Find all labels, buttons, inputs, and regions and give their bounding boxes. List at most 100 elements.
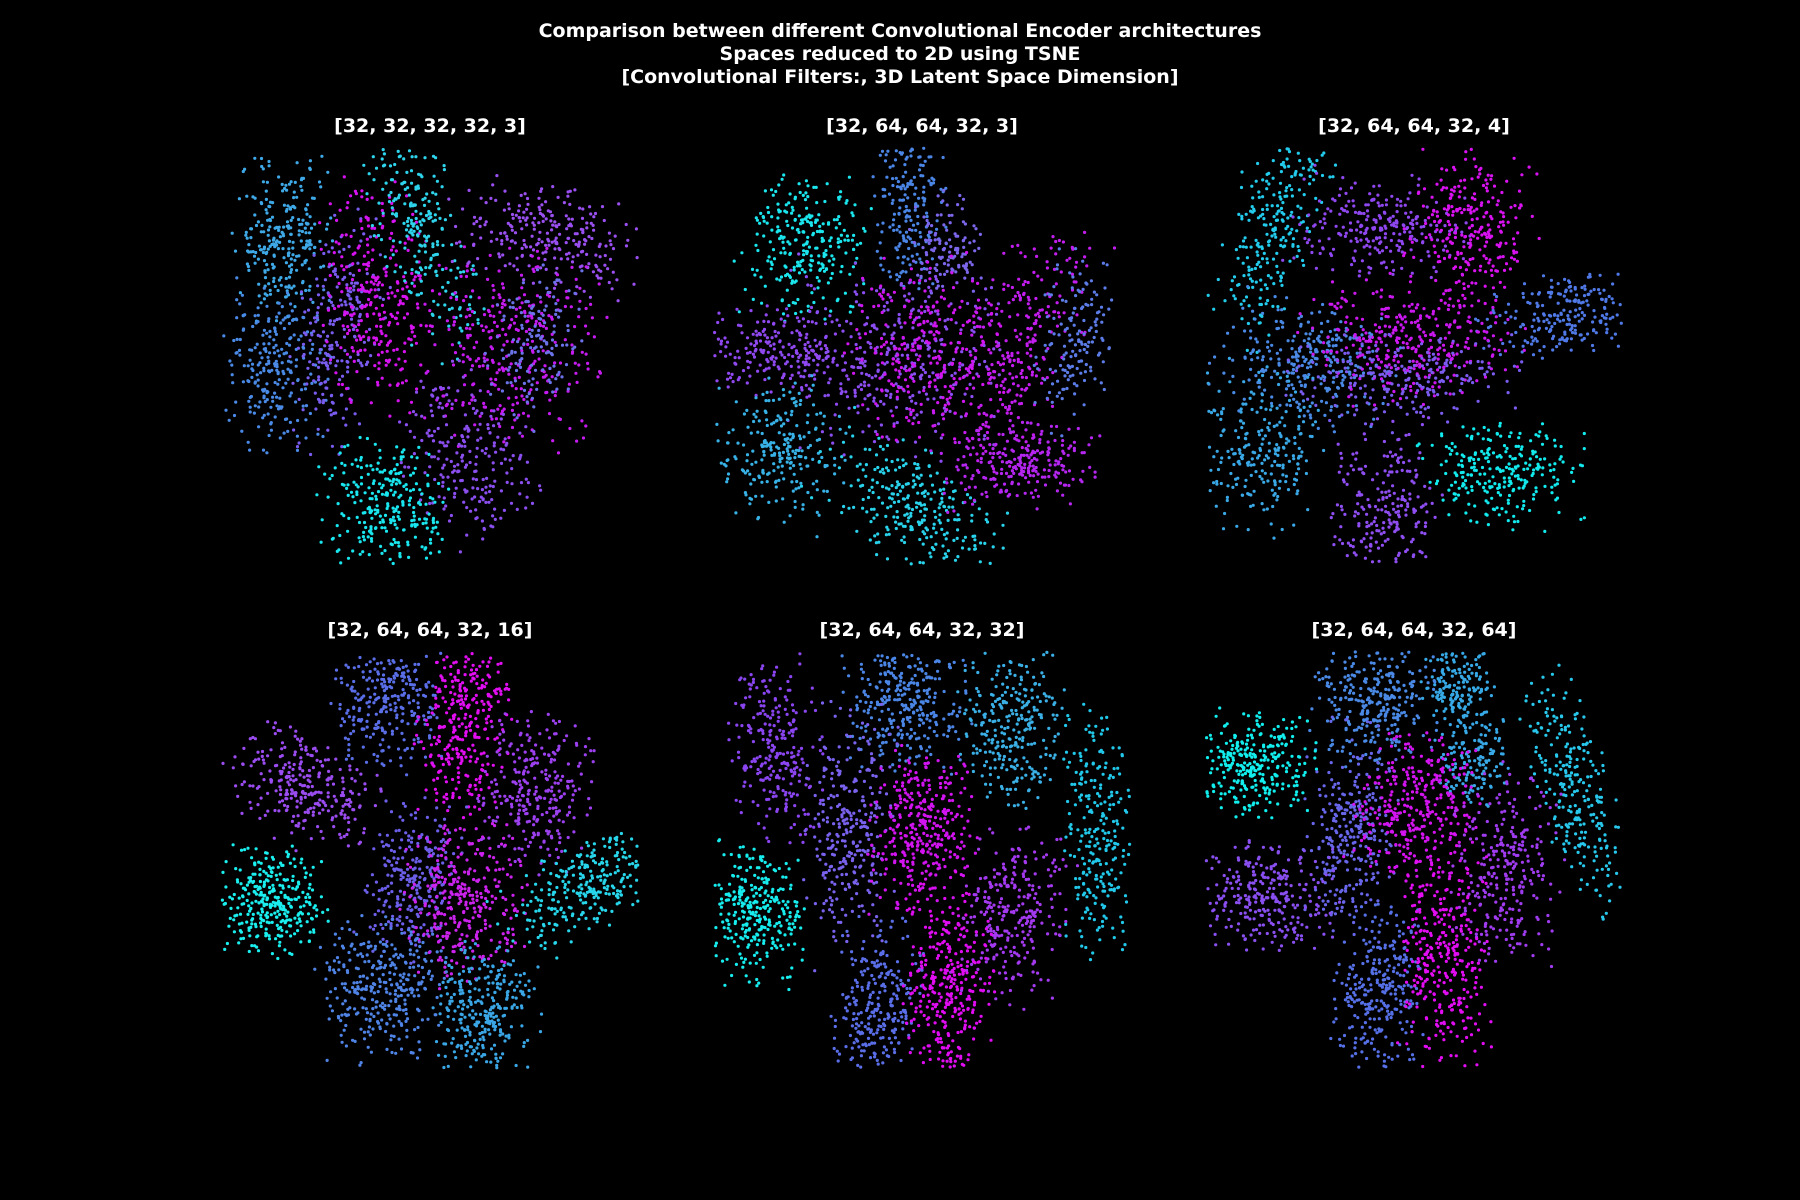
scatter-point	[879, 263, 883, 267]
scatter-point	[845, 319, 849, 323]
scatter-point	[733, 356, 737, 360]
scatter-point	[997, 373, 1001, 377]
scatter-point	[962, 455, 966, 459]
scatter-point	[504, 443, 508, 447]
scatter-point	[315, 357, 319, 361]
scatter-point	[359, 466, 363, 470]
scatter-point	[922, 199, 926, 203]
scatter-point	[378, 253, 382, 257]
scatter-point	[770, 453, 774, 457]
scatter-point	[575, 285, 579, 289]
scatter-point	[458, 326, 462, 330]
scatter-point	[904, 219, 908, 223]
scatter-point	[986, 436, 990, 440]
scatter-point	[900, 198, 904, 202]
scatter-point	[385, 264, 389, 269]
scatter-point	[876, 369, 880, 373]
scatter-point	[462, 299, 466, 303]
scatter-point	[769, 344, 773, 348]
scatter-point	[1087, 443, 1091, 447]
scatter-point	[242, 364, 246, 368]
scatter-point	[493, 517, 497, 521]
scatter-point	[499, 417, 503, 421]
scatter-point	[815, 355, 819, 360]
scatter-point	[984, 424, 988, 428]
scatter-point	[818, 229, 822, 233]
scatter-point	[276, 288, 280, 293]
scatter-point	[408, 230, 412, 234]
scatter-point	[575, 232, 579, 236]
scatter-point	[785, 219, 789, 223]
scatter-point	[345, 311, 349, 315]
scatter-point	[353, 335, 357, 339]
scatter-point	[934, 356, 938, 360]
scatter-point	[398, 420, 402, 424]
scatter-point	[514, 395, 518, 400]
scatter-point	[340, 233, 344, 237]
scatter-point	[260, 356, 264, 360]
scatter-point	[844, 390, 848, 394]
scatter-point	[913, 364, 917, 368]
scatter-point	[607, 231, 611, 235]
scatter-point	[911, 326, 915, 330]
scatter-point	[302, 316, 306, 320]
scatter-point	[1004, 405, 1008, 409]
scatter-point	[771, 193, 775, 197]
scatter-point	[944, 537, 948, 541]
scatter-point	[804, 336, 808, 340]
scatter-point	[517, 413, 521, 417]
scatter-point	[998, 397, 1003, 402]
scatter-point	[346, 529, 350, 533]
scatter-point	[919, 473, 923, 477]
scatter-point	[927, 346, 932, 350]
scatter-point	[510, 318, 514, 322]
scatter-point	[340, 393, 344, 397]
scatter-point	[427, 512, 431, 516]
scatter-point	[1060, 434, 1064, 438]
scatter-point	[890, 459, 894, 464]
scatter-point	[786, 223, 790, 228]
scatter-point	[391, 561, 395, 566]
scatter-point	[310, 347, 314, 351]
scatter-point	[444, 404, 448, 408]
scatter-point	[388, 557, 392, 561]
scatter-point	[332, 319, 337, 323]
scatter-point	[490, 417, 494, 421]
scatter-point	[356, 464, 360, 468]
scatter-point	[909, 562, 913, 566]
scatter-point	[461, 375, 465, 379]
scatter-point	[287, 314, 291, 318]
scatter-point	[1063, 374, 1067, 378]
scatter-point	[392, 537, 396, 542]
scatter-point	[449, 268, 453, 272]
scatter-point	[1011, 298, 1015, 302]
scatter-point	[351, 495, 355, 499]
scatter-point	[778, 278, 782, 282]
scatter-point	[854, 283, 859, 287]
scatter-point	[514, 361, 518, 365]
scatter-point	[254, 321, 258, 325]
scatter-point	[913, 208, 917, 212]
scatter-point	[772, 469, 776, 473]
scatter-point	[474, 517, 478, 521]
scatter-point	[981, 422, 985, 427]
scatter-point	[437, 495, 441, 499]
scatter-point	[521, 411, 526, 415]
scatter-point	[316, 306, 320, 310]
scatter-point	[291, 204, 295, 209]
scatter-point	[902, 464, 906, 468]
scatter-point	[521, 216, 525, 220]
scatter-point	[771, 398, 776, 402]
scatter-point	[583, 242, 587, 246]
scatter-point	[934, 515, 938, 519]
scatter-point	[256, 378, 260, 382]
scatter-point	[973, 547, 977, 551]
scatter-point	[977, 432, 981, 436]
scatter-point	[891, 492, 895, 496]
scatter-point	[526, 414, 530, 418]
scatter-point	[778, 454, 782, 458]
scatter-point	[1001, 354, 1005, 358]
scatter-point	[461, 207, 465, 211]
scatter-point	[716, 337, 720, 341]
scatter-point	[1049, 424, 1053, 428]
